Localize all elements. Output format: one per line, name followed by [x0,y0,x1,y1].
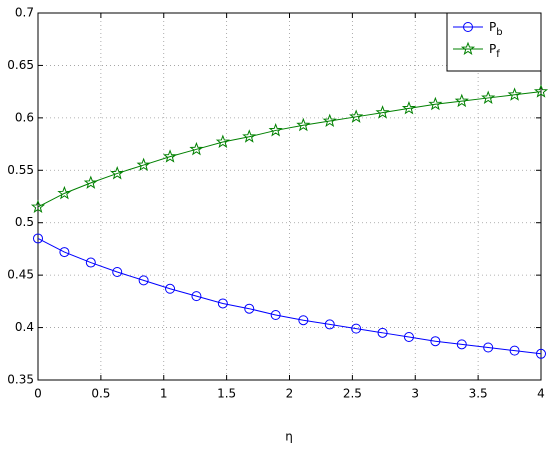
y-tick-label: 0.7 [15,6,34,20]
marker [191,291,202,302]
x-tick-label: 3.5 [469,387,488,401]
marker [351,323,362,334]
marker [217,298,228,309]
x-tick-label: 0 [34,387,42,401]
x-axis-label: η [285,430,293,444]
axes-box [37,12,542,381]
marker [533,84,549,98]
marker [57,185,72,200]
marker [463,22,473,32]
marker [112,266,123,277]
marker [268,123,283,137]
marker [509,345,520,356]
marker [136,157,151,172]
marker [375,105,390,119]
x-tick-label: 1.5 [217,387,236,401]
marker [322,113,337,128]
marker [377,327,388,338]
plot-area [38,13,541,380]
x-tick-label: 0.5 [91,387,110,401]
marker [59,247,70,258]
x-tick-label: 3 [411,387,419,401]
y-tick-label: 0.6 [15,110,34,124]
marker [483,342,494,353]
marker [162,149,178,163]
marker [242,129,257,143]
marker [296,117,311,132]
y-tick-label: 0.5 [15,215,34,229]
marker [83,175,98,189]
y-tick-label: 0.4 [15,320,34,334]
marker [454,93,469,108]
x-tick-label: 1 [160,387,168,401]
marker [298,315,309,326]
y-tick-label: 0.65 [7,58,34,72]
marker [456,339,467,350]
marker [85,257,96,268]
x-tick-label: 4 [537,387,545,401]
marker [430,336,441,347]
marker [349,109,364,123]
marker [215,134,230,148]
marker [30,199,46,213]
legend-box [446,12,542,72]
x-tick-label: 2 [286,387,294,401]
marker [244,303,255,314]
marker [270,309,281,320]
marker [138,275,149,286]
marker [165,283,176,294]
marker [460,41,476,56]
marker [428,96,443,111]
y-tick-label: 0.45 [7,268,34,282]
marker [403,332,414,343]
marker [110,166,125,180]
marker [401,100,417,115]
marker [481,90,496,104]
marker [507,87,522,101]
marker [536,348,546,359]
legend-label: Pb [489,20,503,39]
legend-label: Pf [489,42,500,61]
y-tick-label: 0.35 [7,373,34,387]
y-tick-label: 0.55 [7,163,34,177]
marker [189,141,204,156]
marker [324,319,335,330]
x-tick-label: 2.5 [343,387,362,401]
marker [33,233,43,244]
